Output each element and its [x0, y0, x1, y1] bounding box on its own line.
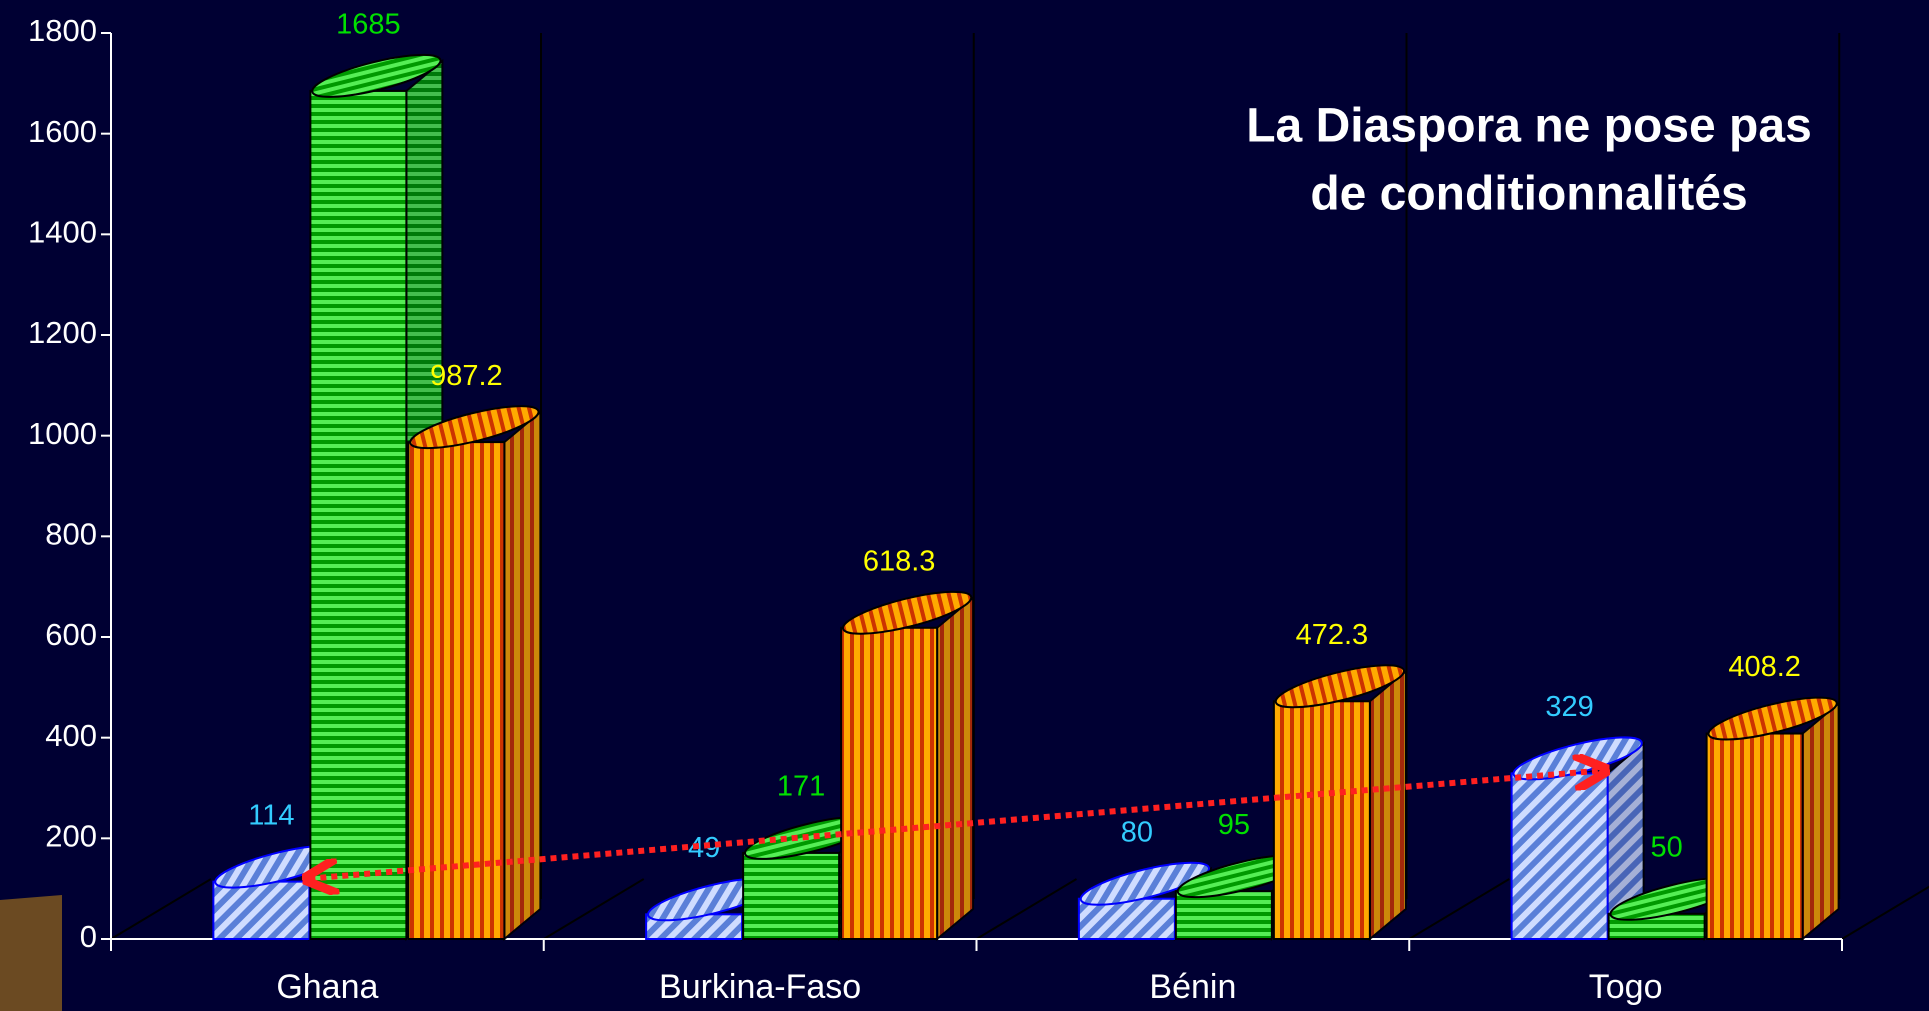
value-label: 49: [688, 832, 720, 864]
value-label: 472.3: [1296, 619, 1369, 651]
bar: [407, 405, 542, 942]
bar-front: [309, 89, 408, 940]
bar-side: [1801, 701, 1840, 942]
annotation: La Diaspora ne pose pas: [1246, 100, 1812, 153]
annotation: de conditionnalités: [1310, 168, 1747, 221]
floor-line: [1841, 885, 1929, 940]
bar-top: [311, 53, 442, 98]
bar: [840, 590, 975, 942]
floor-line: [110, 878, 212, 940]
bar-front: [1705, 732, 1804, 940]
value-label: 95: [1218, 809, 1250, 841]
x-tick-label: Bénin: [1149, 968, 1236, 1006]
bowl-image: [0, 895, 62, 1011]
bar-top: [841, 590, 973, 635]
value-label: 114: [248, 799, 294, 831]
bar-front: [212, 880, 311, 940]
value-label: 50: [1650, 831, 1682, 863]
x-tick-label: Togo: [1589, 968, 1663, 1006]
y-tick-label: 1800: [28, 13, 97, 48]
value-label: 987.2: [430, 360, 503, 392]
trend-arrow: [309, 770, 1602, 878]
bar: [1705, 696, 1840, 942]
y-tick-label: 400: [45, 718, 97, 753]
bar: [1272, 664, 1407, 942]
y-tick-label: 800: [45, 517, 97, 552]
bar-front: [1272, 700, 1371, 941]
value-label: 408.2: [1728, 651, 1801, 683]
y-tick-label: 0: [80, 919, 97, 954]
bar-top: [1707, 696, 1838, 741]
bar-top: [1274, 664, 1406, 709]
y-tick-label: 1400: [28, 215, 97, 250]
y-tick-label: 600: [45, 617, 97, 652]
bar-front: [742, 851, 841, 940]
y-tick-label: 200: [45, 819, 97, 854]
plot: 0 200 400 600 800 1000 1200 1400 1600 1800 Ghana 11…: [28, 9, 1929, 1006]
y-tick-label: 1600: [28, 114, 97, 149]
x-tick-label: Burkina-Faso: [659, 968, 861, 1006]
y-tick-label: 1000: [28, 416, 97, 451]
value-label: 618.3: [863, 545, 936, 577]
value-label: 171: [777, 771, 825, 803]
bar-front: [1174, 890, 1273, 941]
bar-side: [1368, 669, 1407, 942]
x-tick-label: Ghana: [276, 968, 378, 1006]
bar-top: [409, 405, 540, 450]
value-label: 1685: [336, 9, 401, 41]
y-tick-label: 1200: [28, 315, 97, 350]
value-label: 329: [1545, 691, 1593, 723]
bar-front: [1510, 772, 1609, 940]
bar-front: [840, 626, 939, 940]
bar-side: [936, 595, 975, 942]
value-label: 80: [1121, 816, 1153, 848]
